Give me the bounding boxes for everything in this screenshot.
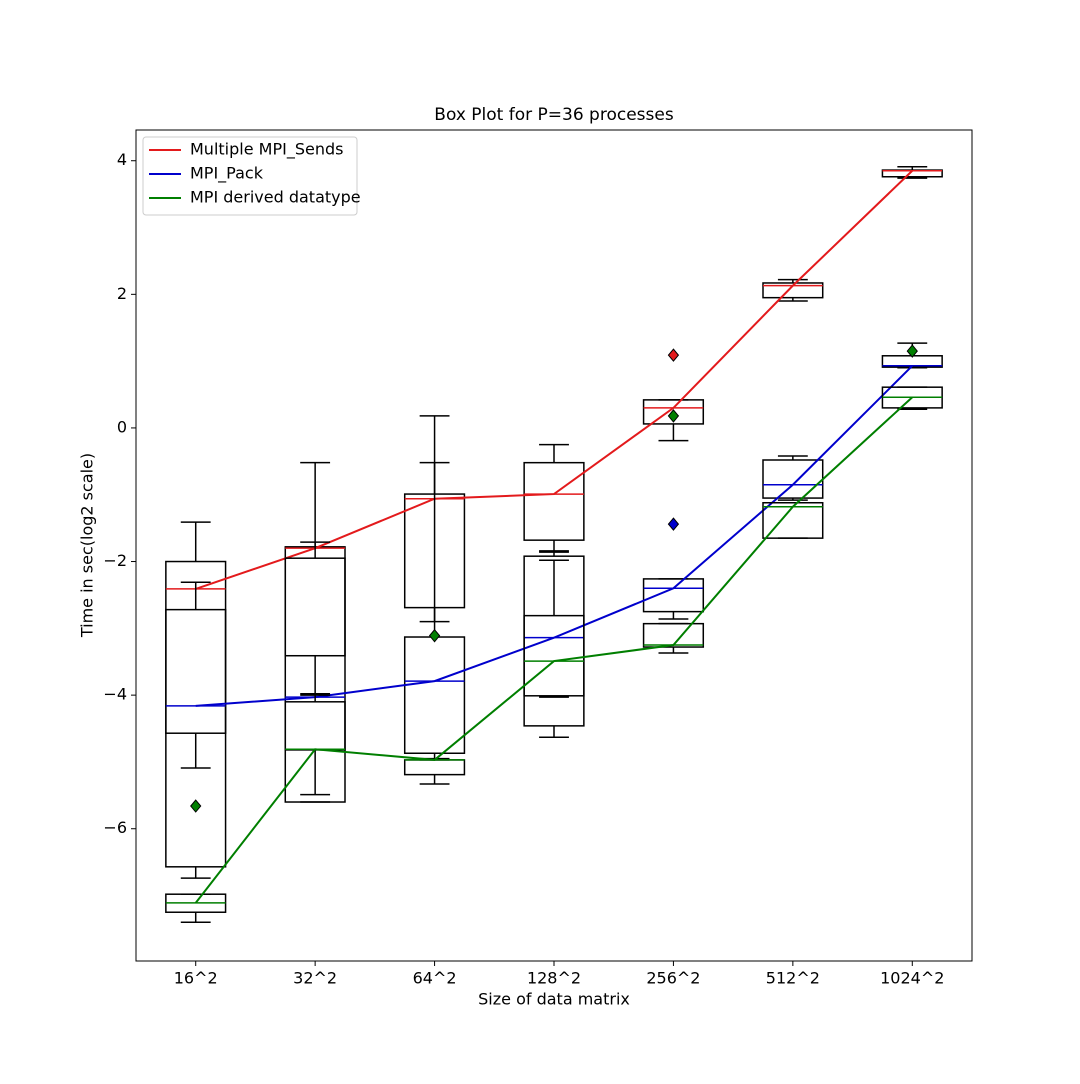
legend-label: Multiple MPI_Sends [190, 140, 343, 160]
legend-label: MPI derived datatype [190, 188, 361, 207]
y-tick-label: 2 [117, 284, 127, 303]
box [284, 557, 346, 803]
box [165, 608, 227, 868]
y-tick-label: 0 [117, 417, 127, 436]
plot-frame [135, 129, 973, 962]
x-tick-label: 256^2 [646, 969, 700, 988]
flier [667, 517, 680, 531]
box [762, 282, 824, 299]
y-tick-label: −4 [103, 685, 127, 704]
flier [667, 348, 680, 362]
x-tick-label: 64^2 [413, 969, 457, 988]
x-tick-label: 32^2 [293, 969, 337, 988]
median-trend-line [194, 396, 913, 904]
box [642, 578, 705, 613]
box [523, 614, 585, 727]
flier [667, 409, 680, 423]
chart-title: Box Plot for P=36 processes [434, 105, 674, 125]
x-tick-label: 128^2 [527, 969, 581, 988]
box [642, 399, 705, 425]
flier [906, 344, 918, 358]
legend-box [142, 136, 358, 216]
y-tick-label: 4 [117, 150, 127, 169]
x-tick-label: 512^2 [766, 969, 820, 988]
x-tick-label: 1024^2 [880, 969, 944, 988]
flier [428, 628, 441, 643]
y-tick-label: −2 [103, 551, 127, 570]
y-tick-label: −6 [103, 818, 127, 837]
box [523, 461, 585, 541]
box [762, 501, 824, 539]
box [642, 622, 705, 648]
y-axis-label: Time in sec(log2 scale) [78, 453, 97, 638]
flier [190, 799, 202, 813]
x-axis-label: Size of data matrix [478, 990, 630, 1009]
x-tick-label: 16^2 [174, 969, 218, 988]
legend-label: MPI_Pack [190, 164, 264, 184]
